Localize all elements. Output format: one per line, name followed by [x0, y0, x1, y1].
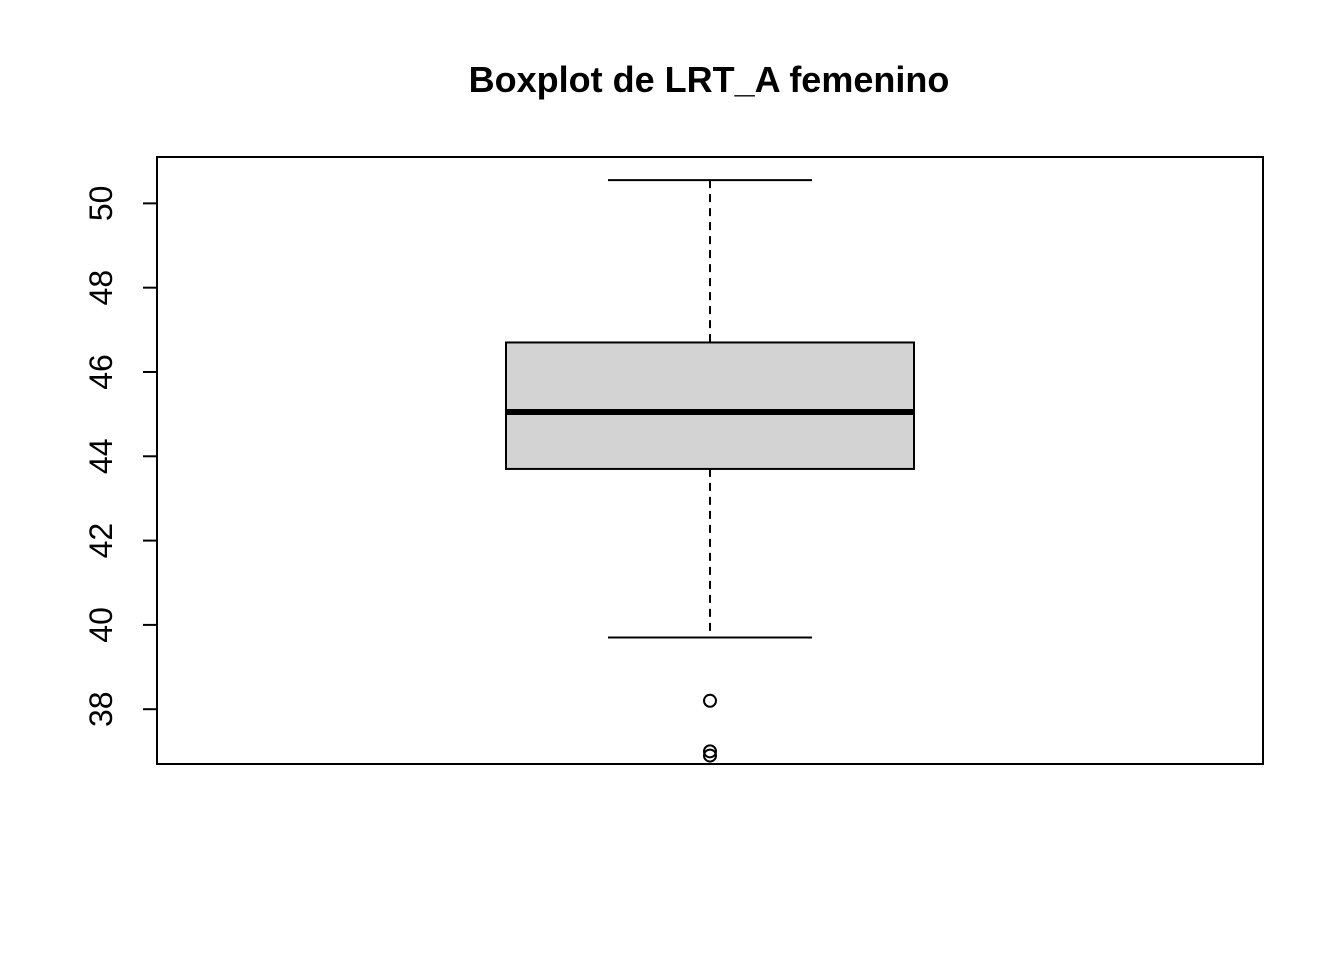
y-tick-label: 40	[83, 607, 119, 643]
outlier-point	[703, 693, 717, 708]
y-tick-label: 44	[83, 438, 119, 474]
y-tick-label: 42	[83, 523, 119, 559]
outlier-point	[703, 748, 717, 763]
box-group	[505, 179, 915, 639]
y-axis: 38 40 42 44 46 48 50	[83, 186, 158, 727]
outlier-group	[703, 693, 717, 763]
chart-title: Boxplot de LRT_A femenino	[469, 59, 950, 100]
y-tick-label: 38	[83, 691, 119, 727]
y-tick-label: 46	[83, 354, 119, 390]
outlier-point	[703, 744, 717, 759]
interquartile-box	[505, 341, 915, 470]
y-tick-label: 50	[83, 186, 119, 222]
y-tick-label: 48	[83, 270, 119, 306]
